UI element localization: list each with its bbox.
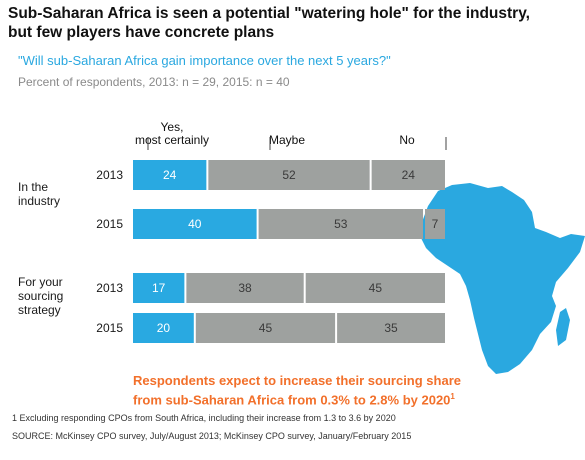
title-line-2: but few players have concrete plans	[8, 24, 275, 41]
bar-segment-maybe	[195, 313, 336, 343]
bar-segment-no	[305, 273, 445, 303]
row-year-label: 2013	[96, 168, 123, 182]
bar-segment-maybe	[258, 209, 424, 239]
source-note: SOURCE: McKinsey CPO survey, July/August…	[12, 431, 412, 441]
bar-value-label: 38	[238, 281, 252, 295]
group-label-0-line-1: industry	[18, 194, 60, 208]
callout-superscript: 1	[450, 392, 455, 401]
survey-question: "Will sub-Saharan Africa gain importance…	[18, 53, 391, 68]
bar-value-label: 7	[432, 217, 439, 231]
bar-value-label: 17	[152, 281, 166, 295]
title-line-1: Sub-Saharan Africa is seen a potential "…	[8, 5, 530, 22]
bar-value-label: 35	[384, 321, 398, 335]
bar-value-label: 52	[282, 168, 296, 182]
chart-title: Sub-Saharan Africa is seen a potential "…	[8, 4, 578, 42]
bar-segment-no	[337, 313, 445, 343]
group-label-1-line-1: sourcing	[18, 289, 63, 303]
bar-value-label: 45	[369, 281, 383, 295]
column-header-1-line-0: Maybe	[269, 133, 305, 147]
bar-segment-maybe	[186, 273, 304, 303]
callout-text: Respondents expect to increase their sou…	[133, 373, 483, 408]
callout-line-1: Respondents expect to increase their sou…	[133, 373, 461, 388]
bar-segment-no	[425, 209, 445, 239]
row-year-label: 2013	[96, 281, 123, 295]
bar-segment-yes	[133, 273, 185, 303]
row-year-label: 2015	[96, 217, 123, 231]
bar-value-label: 53	[334, 217, 348, 231]
bar-value-label: 40	[188, 217, 202, 231]
column-header-2-line-0: No	[399, 133, 415, 147]
bar-segment-no	[371, 160, 445, 190]
bar-value-label: 24	[402, 168, 416, 182]
bar-segment-yes	[133, 313, 194, 343]
bar-segment-yes	[133, 160, 207, 190]
africa-map	[420, 183, 585, 374]
group-label-1-line-2: strategy	[18, 303, 61, 317]
column-header-0-line-0: Yes,	[161, 120, 184, 134]
bar-value-label: 45	[259, 321, 273, 335]
footnote: 1 Excluding responding CPOs from South A…	[12, 413, 396, 423]
base-note: Percent of respondents, 2013: n = 29, 20…	[18, 75, 290, 89]
callout-line-2: from sub-Saharan Africa from 0.3% to 2.8…	[133, 392, 451, 408]
group-label-1-line-0: For your	[18, 275, 63, 289]
column-header-0-line-1: most certainly	[135, 133, 209, 147]
bar-value-label: 20	[157, 321, 171, 335]
row-year-label: 2015	[96, 321, 123, 335]
bar-segment-maybe	[208, 160, 370, 190]
group-label-0-line-0: In the	[18, 180, 48, 194]
bar-segment-yes	[133, 209, 257, 239]
bar-value-label: 24	[163, 168, 177, 182]
